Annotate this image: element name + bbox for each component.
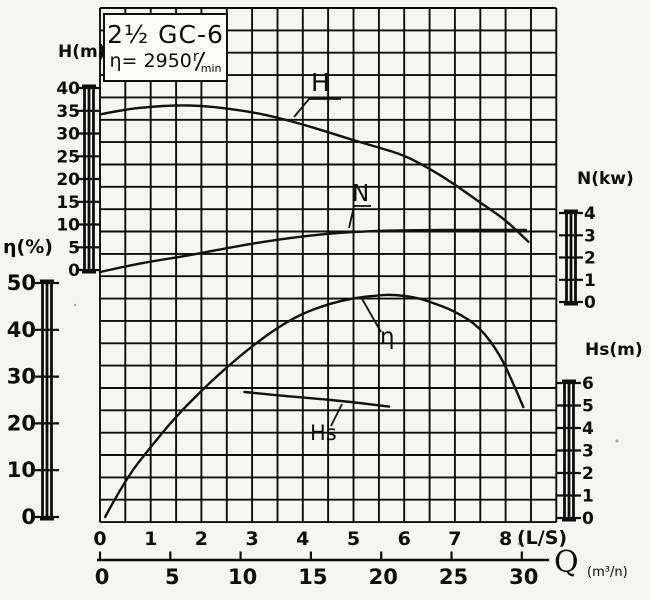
scan-noise-specks — [73, 303, 619, 546]
tick-label-ls: 0 — [93, 528, 106, 550]
curve-label-suction: Hs — [310, 421, 337, 445]
tick-label-H: 0 — [68, 261, 80, 281]
curve-label-leader-lines — [293, 98, 382, 427]
curve-H — [98, 104, 530, 243]
tick-label-m3: 5 — [165, 565, 180, 589]
secondary-q-axis: 0 5 10 15 20 25 30 — [95, 551, 549, 589]
tick-label-ls: 2 — [195, 528, 208, 550]
tick-label-Hs: 4 — [582, 419, 594, 439]
tick-label-m3: 25 — [439, 565, 468, 589]
tick-label-H: 20 — [56, 170, 80, 190]
title-box: 2½ GC-6 η= 2950 r / min — [103, 13, 228, 82]
tick-label-N: 4 — [584, 204, 596, 224]
curve-eta — [103, 293, 525, 519]
tick-label-ls: 7 — [448, 528, 461, 550]
leader-Hs — [330, 403, 343, 427]
curve-label-power: N — [352, 181, 370, 207]
tick-label-eta: 30 — [7, 365, 36, 389]
tick-label-H: 5 — [68, 238, 80, 258]
axis-header-efficiency: η(%) — [3, 236, 53, 258]
speed-value: η= 2950 — [109, 49, 192, 72]
tick-label-Hs: 1 — [582, 487, 594, 507]
tick-label-N: 2 — [584, 249, 596, 269]
tick-label-m3: 15 — [298, 565, 327, 589]
tick-label-ls: 1 — [144, 528, 157, 550]
tick-label-ls: 8 — [499, 528, 512, 550]
tick-label-Hs: 0 — [582, 509, 594, 529]
noise-speck — [615, 439, 619, 443]
tick-label-m3: 10 — [228, 565, 257, 589]
tick-label-m3: 30 — [509, 565, 538, 589]
tick-label-H: 10 — [56, 216, 80, 236]
axis-scale-bars — [35, 84, 583, 522]
leader-H — [293, 98, 341, 118]
leader-eta — [360, 296, 382, 333]
flow-unit-ls: (L/S) — [517, 527, 568, 549]
tick-label-N: 1 — [584, 271, 596, 291]
tick-label-H: 25 — [56, 147, 80, 167]
flow-unit-m3: (m³/n) — [587, 565, 628, 580]
pump-speed: η= 2950 r / min — [109, 47, 222, 76]
tick-label-ls: 4 — [296, 528, 309, 550]
curve-label-efficiency: η — [380, 324, 395, 350]
tick-label-H: 40 — [56, 79, 80, 99]
performance-curves — [98, 104, 530, 519]
tick-label-H: 15 — [56, 193, 80, 213]
tick-label-m3: 20 — [369, 565, 398, 589]
tick-label-ls: 5 — [347, 528, 360, 550]
curve-label-head: H — [311, 68, 330, 97]
grid-lines — [99, 7, 558, 524]
axis-tick-labels: 4035302520151050504030201004321065432100… — [7, 79, 596, 550]
tick-label-Hs: 5 — [582, 397, 594, 417]
tick-label-eta: 10 — [7, 458, 36, 482]
speed-unit-numerator: r — [192, 49, 199, 65]
axis-header-head: H(m) — [58, 42, 106, 62]
tick-label-Hs: 2 — [582, 464, 594, 484]
tick-label-Hs: 3 — [582, 442, 594, 462]
tick-label-N: 3 — [584, 226, 596, 246]
axis-header-suction: Hs(m) — [585, 340, 643, 360]
pump-model: 2½ GC-6 — [107, 20, 224, 49]
tick-label-eta: 40 — [7, 318, 36, 342]
curve-N — [98, 228, 528, 274]
tick-label-Hs: 6 — [582, 374, 594, 394]
tick-label-eta: 0 — [21, 505, 36, 529]
curve-Hs — [243, 390, 391, 408]
speed-unit-fraction: r / min — [192, 47, 222, 76]
flow-symbol-q: Q — [554, 545, 579, 580]
tick-label-m3: 0 — [95, 565, 110, 589]
noise-speck — [73, 303, 77, 307]
tick-label-H: 30 — [56, 125, 80, 145]
tick-label-ls: 3 — [245, 528, 258, 550]
tick-label-ls: 6 — [398, 528, 411, 550]
tick-label-eta: 50 — [7, 271, 36, 295]
tick-label-eta: 20 — [7, 411, 36, 435]
leader-N — [348, 205, 371, 229]
axis-header-power: N(kw) — [577, 169, 634, 189]
noise-speck — [517, 542, 521, 546]
tick-label-N: 0 — [584, 293, 596, 313]
speed-unit-denominator: min — [200, 61, 222, 75]
tick-label-H: 35 — [56, 102, 80, 122]
